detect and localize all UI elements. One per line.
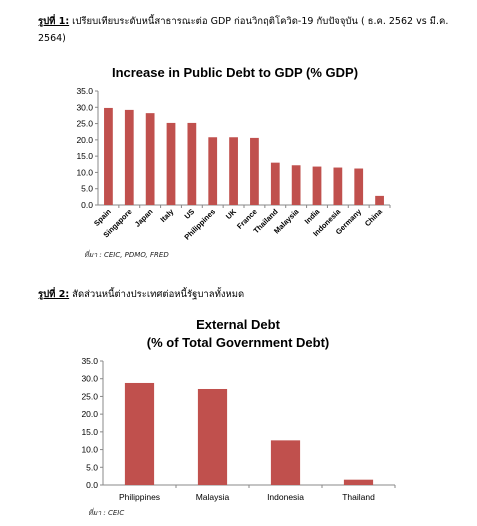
c1-bar-indonesia — [333, 167, 343, 205]
c2-x-label: Philippines — [119, 492, 160, 502]
c2-y-tick-label: 35.0 — [81, 356, 98, 366]
c2-y-tick-label: 30.0 — [81, 374, 98, 384]
c1-x-label: Japan — [133, 207, 155, 229]
c2-x-label: Thailand — [342, 492, 375, 502]
figure1-source: ที่มา : CEIC, PDMO, FRED — [84, 251, 169, 259]
c1-bar-japan — [145, 113, 155, 205]
c1-bar-malaysia — [291, 165, 301, 205]
c1-bar-india — [312, 166, 322, 205]
c2-y-tick-label: 5.0 — [86, 462, 98, 472]
c2-bar-thailand — [343, 479, 374, 485]
chart2-title: External Debt — [196, 317, 280, 332]
figure2-caption-label: รูปที่ 2: — [38, 289, 70, 300]
c2-x-label: Indonesia — [267, 492, 304, 502]
c1-x-label: US — [183, 207, 197, 221]
figure1-caption-label: รูปที่ 1: — [38, 16, 70, 27]
c1-bar-france — [250, 137, 259, 205]
c2-bar-philippines — [124, 382, 155, 485]
c1-bar-thailand — [270, 162, 280, 205]
figure1-caption: รูปที่ 1: เปรียบเทียบระดับหนี้สาธารณะต่อ… — [38, 13, 468, 47]
c1-x-label: China — [363, 206, 385, 228]
c1-bar-spain — [104, 107, 113, 205]
c1-y-tick-label: 25.0 — [76, 119, 93, 129]
c2-y-tick-label: 10.0 — [81, 445, 98, 455]
c1-bar-uk — [229, 137, 238, 205]
c1-bar-us — [187, 122, 197, 205]
c2-bar-indonesia — [270, 440, 301, 485]
chart1-title: Increase in Public Debt to GDP (% GDP) — [112, 65, 358, 80]
figure2-caption-text: สัดส่วนหนี้ต่างประเทศต่อหนี้รัฐบาลทั้งหม… — [72, 289, 245, 300]
c1-y-tick-label: 30.0 — [76, 102, 93, 112]
c1-bar-china — [375, 195, 384, 205]
figure2-caption: รูปที่ 2: สัดส่วนหนี้ต่างประเทศต่อหนี้รั… — [38, 286, 468, 303]
c2-y-tick-label: 15.0 — [81, 427, 98, 437]
c2-y-tick-label: 25.0 — [81, 391, 98, 401]
c1-bar-singapore — [124, 109, 134, 205]
figure2-source: ที่มา : CEIC — [88, 509, 125, 517]
c1-bar-italy — [166, 122, 176, 205]
c1-y-tick-label: 10.0 — [76, 167, 93, 177]
c2-x-label: Malaysia — [196, 492, 230, 502]
c1-x-label: Italy — [158, 206, 176, 224]
c1-y-tick-label: 15.0 — [76, 151, 93, 161]
c2-y-tick-label: 20.0 — [81, 409, 98, 419]
c1-bar-germany — [354, 168, 364, 205]
c1-y-tick-label: 5.0 — [81, 184, 93, 194]
c1-y-tick-label: 20.0 — [76, 135, 93, 145]
chart2-subtitle: (% of Total Government Debt) — [147, 335, 329, 350]
c1-y-tick-label: 0.0 — [81, 200, 93, 210]
c2-y-tick-label: 0.0 — [86, 480, 98, 490]
c2-bar-malaysia — [197, 388, 228, 485]
figure1-caption-text: เปรียบเทียบระดับหนี้สาธารณะต่อ GDP ก่อนว… — [38, 16, 449, 44]
c1-y-tick-label: 35.0 — [76, 86, 93, 96]
c1-bar-philippines — [208, 137, 218, 205]
c1-x-label: UK — [224, 207, 238, 221]
